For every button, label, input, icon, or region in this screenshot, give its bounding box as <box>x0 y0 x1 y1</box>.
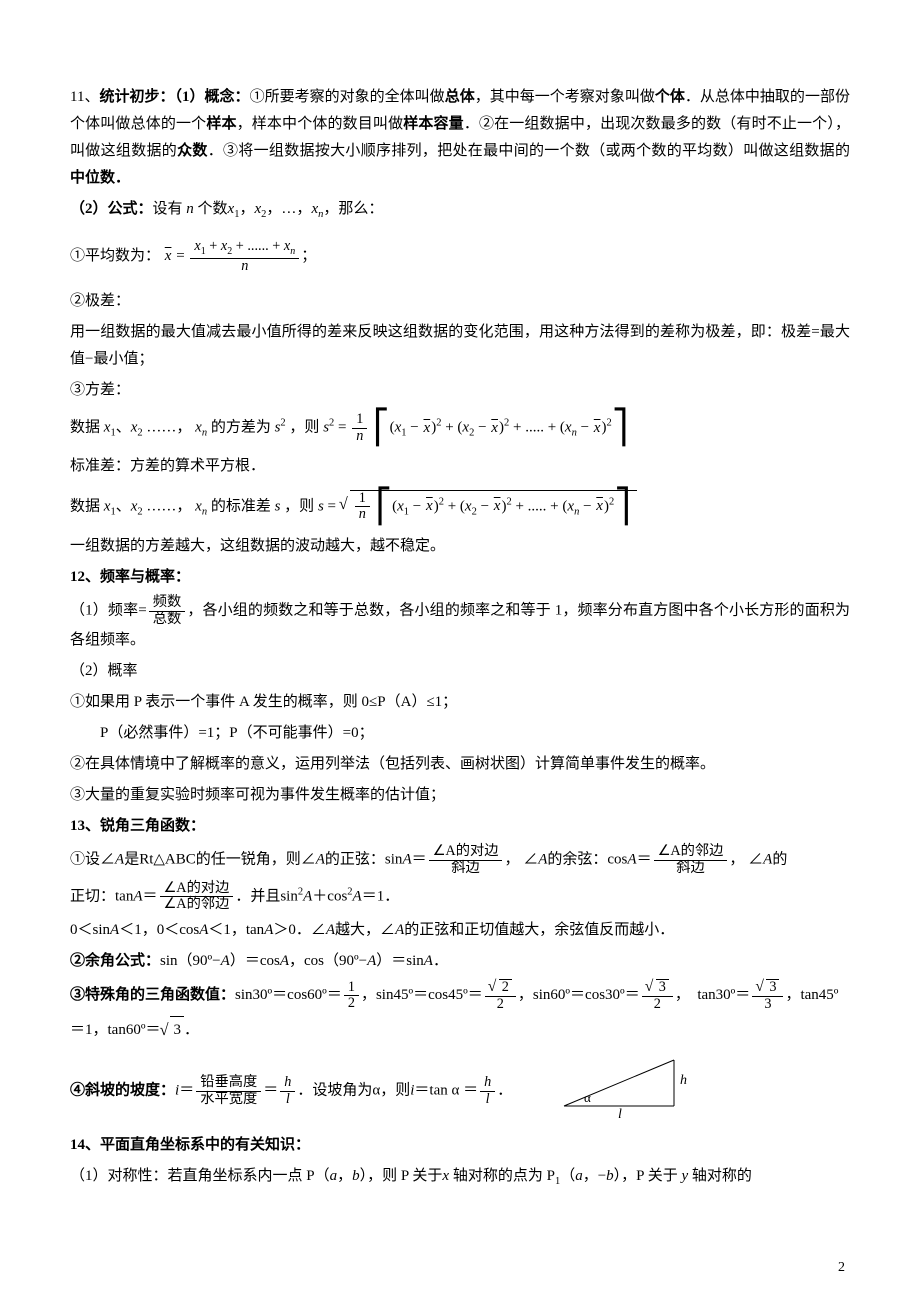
page-number: 2 <box>838 1255 845 1280</box>
sec13-l5: ③特殊角的三角函数值：sin30º＝cos60º＝12，sin45º＝cos45… <box>70 979 850 1012</box>
document-page: 11、统计初步：（1）概念：①所要考察的对象的全体叫做总体，其中每一个考察对象叫… <box>0 0 920 1300</box>
sec13-l4: ②余角公式：sin（90º−A）＝cosA，cos（90º−A）＝sinA． <box>70 948 850 975</box>
sec12-p3: ③大量的重复实验时频率可视为事件发生概率的估计值； <box>70 782 850 809</box>
sec13-l3: 0＜sinA＜1，0＜cosA＜1，tanA＞0．∠A越大，∠A的正弦和正切值越… <box>70 917 850 944</box>
sec11-num: 11、 <box>70 89 99 105</box>
sec13-l1: ①设∠A是Rt△ABC的任一锐角，则∠A的正弦：sinA＝∠A的对边斜边， ∠A… <box>70 844 850 876</box>
mean-formula: ①平均数为： x = x1 + x2 + ...... + xnn ； <box>70 239 850 274</box>
sec13-slope: ④斜坡的坡度：i＝铅垂高度水平宽度＝hl．设坡角为α，则i＝tan α ＝hl．… <box>70 1054 850 1128</box>
sec11-concepts: 11、统计初步：（1）概念：①所要考察的对象的全体叫做总体，其中每一个考察对象叫… <box>70 84 850 192</box>
sec12-prob-label: （2）概率 <box>70 658 850 685</box>
var-summary: 一组数据的方差越大，这组数据的波动越大，越不稳定。 <box>70 533 850 560</box>
sec11-formula-intro: （2）公式：设有 n 个数x1，x2，…，xn，那么： <box>70 196 850 225</box>
sec12-heading: 12、频率与概率： <box>70 564 850 591</box>
sec13-heading: 13、锐角三角函数： <box>70 813 850 840</box>
sec14-l1: （1）对称性：若直角坐标系内一点 P（a，b），则 P 关于x 轴对称的点为 P… <box>70 1163 850 1192</box>
sec12-p2: ②在具体情境中了解概率的意义，运用列举法（包括列表、画树状图）计算简单事件发生的… <box>70 751 850 778</box>
sec12-p1: ①如果用 P 表示一个事件 A 发生的概率，则 0≤P（A）≤1； <box>70 689 850 716</box>
range-label: ②极差： <box>70 288 850 315</box>
std-formula: 数据 x1、x2 ……， xn 的标准差 s ，则 s = 1n ⎡(x1 − … <box>70 490 850 523</box>
sec13-l2: 正切：tanA＝∠A的对边∠A的邻边．并且sin2A＋cos2A＝1． <box>70 881 850 913</box>
sec12-freq: （1）频率=频数总数，各小组的频数之和等于总数，各小组的频率之和等于 1，频率分… <box>70 595 850 654</box>
sec13-l6: ＝1，tan60º＝3． <box>70 1016 850 1044</box>
h-label: h <box>680 1073 687 1088</box>
triangle-diagram: α h l <box>556 1054 696 1128</box>
sec14-heading: 14、平面直角坐标系中的有关知识： <box>70 1132 850 1159</box>
sec12-p1b: P（必然事件）=1；P（不可能事件）=0； <box>70 720 850 747</box>
l-label: l <box>618 1107 622 1118</box>
std-label: 标准差：方差的算术平方根． <box>70 453 850 480</box>
var-label: ③方差： <box>70 377 850 404</box>
variance-formula: 数据 x1、x2 ……， xn 的方差为 s2 ，则 s2 = 1n ⎡(x1 … <box>70 412 850 444</box>
sec11-heading: 统计初步：（1）概念： <box>99 89 249 105</box>
alpha-label: α <box>584 1090 591 1105</box>
range-text: 用一组数据的最大值减去最小值所得的差来反映这组数据的变化范围，用这种方法得到的差… <box>70 319 850 373</box>
